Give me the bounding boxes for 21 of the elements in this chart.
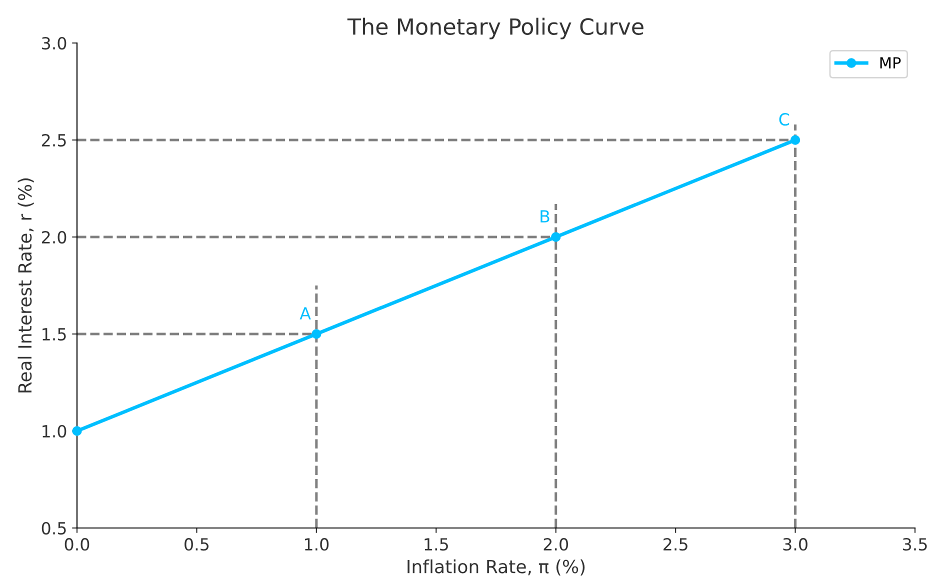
x-tick-label: 2.0 bbox=[544, 538, 568, 551]
annotation: C bbox=[779, 113, 790, 126]
legend-label: MP bbox=[880, 57, 901, 68]
y-tick-label: 2.0 bbox=[42, 230, 66, 244]
x-tick-label: 0.5 bbox=[184, 538, 209, 551]
y-tick-label: 0.5 bbox=[42, 522, 66, 535]
y-tick-label: 3.0 bbox=[42, 36, 66, 50]
x-tick-label: 1.0 bbox=[305, 538, 329, 551]
y-tick-label: 2.5 bbox=[42, 134, 66, 147]
y-axis-title: Real Interest Rate, r (%) bbox=[18, 178, 34, 392]
y-tick-label: 1.0 bbox=[42, 424, 66, 438]
annotation: B bbox=[540, 210, 550, 222]
annotation: A bbox=[300, 307, 311, 320]
chart-title: The Monetary Policy Curve bbox=[347, 18, 644, 40]
x-tick-label: 0.0 bbox=[64, 538, 90, 551]
x-tick-label: 3.5 bbox=[903, 538, 927, 551]
x-tick-label: 3.0 bbox=[783, 538, 808, 551]
x-tick-label: 2.5 bbox=[664, 538, 688, 551]
x-tick-label: 1.5 bbox=[424, 538, 448, 551]
y-tick-label: 1.5 bbox=[42, 328, 66, 341]
x-axis-title: Inflation Rate, π (%) bbox=[408, 559, 585, 576]
